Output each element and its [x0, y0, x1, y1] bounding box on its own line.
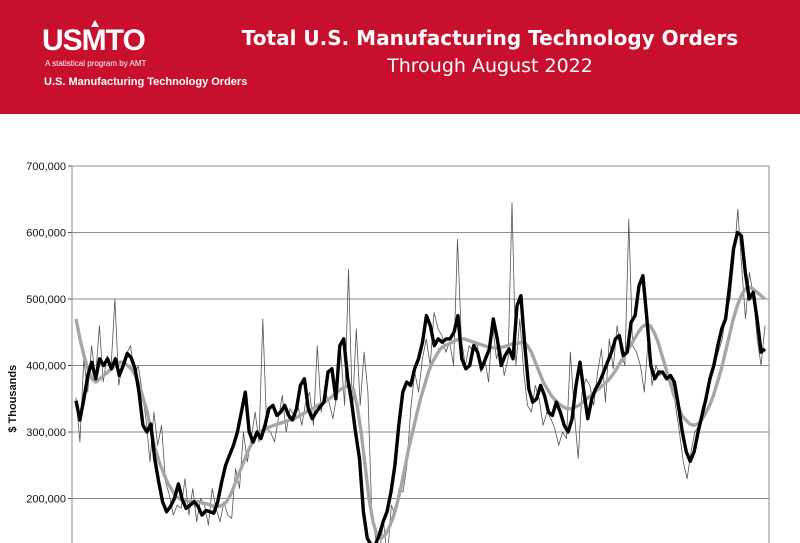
usmto-logo: USMTO: [42, 20, 146, 57]
y-axis-label: $ Thousands: [7, 365, 19, 433]
y-axis-ticks: 200,000 300,000 400,000 500,000 600,000 700,0…: [26, 161, 66, 506]
series-12-month-average: [74, 285, 767, 541]
y-tick-label: 500,000: [26, 294, 66, 306]
y-tick-label: 200,000: [26, 494, 66, 506]
chart-title: Total U.S. Manufacturing Technology Orde…: [241, 26, 739, 50]
grid-lines: [68, 165, 770, 543]
header-banner: USMTO A statistical program by AMT U.S. …: [0, 0, 800, 114]
logo-arrow-icon: [91, 20, 99, 27]
y-tick-label: 600,000: [26, 228, 66, 240]
series-lines: [74, 202, 767, 543]
orders-line-chart: 200,000 300,000 400,000 500,000 600,000 700,0…: [7, 161, 770, 543]
logo-text: USMTO: [42, 24, 146, 57]
chart-subtitle: Through August 2022: [387, 55, 593, 77]
series-3-month-average: [74, 230, 767, 543]
logo-tagline: A statistical program by AMT: [45, 59, 147, 68]
y-tick-label: 700,000: [26, 161, 66, 173]
y-tick-label: 300,000: [26, 427, 66, 439]
y-tick-label: 400,000: [26, 361, 66, 373]
logo-subtitle: U.S. Manufacturing Technology Orders: [44, 76, 248, 88]
